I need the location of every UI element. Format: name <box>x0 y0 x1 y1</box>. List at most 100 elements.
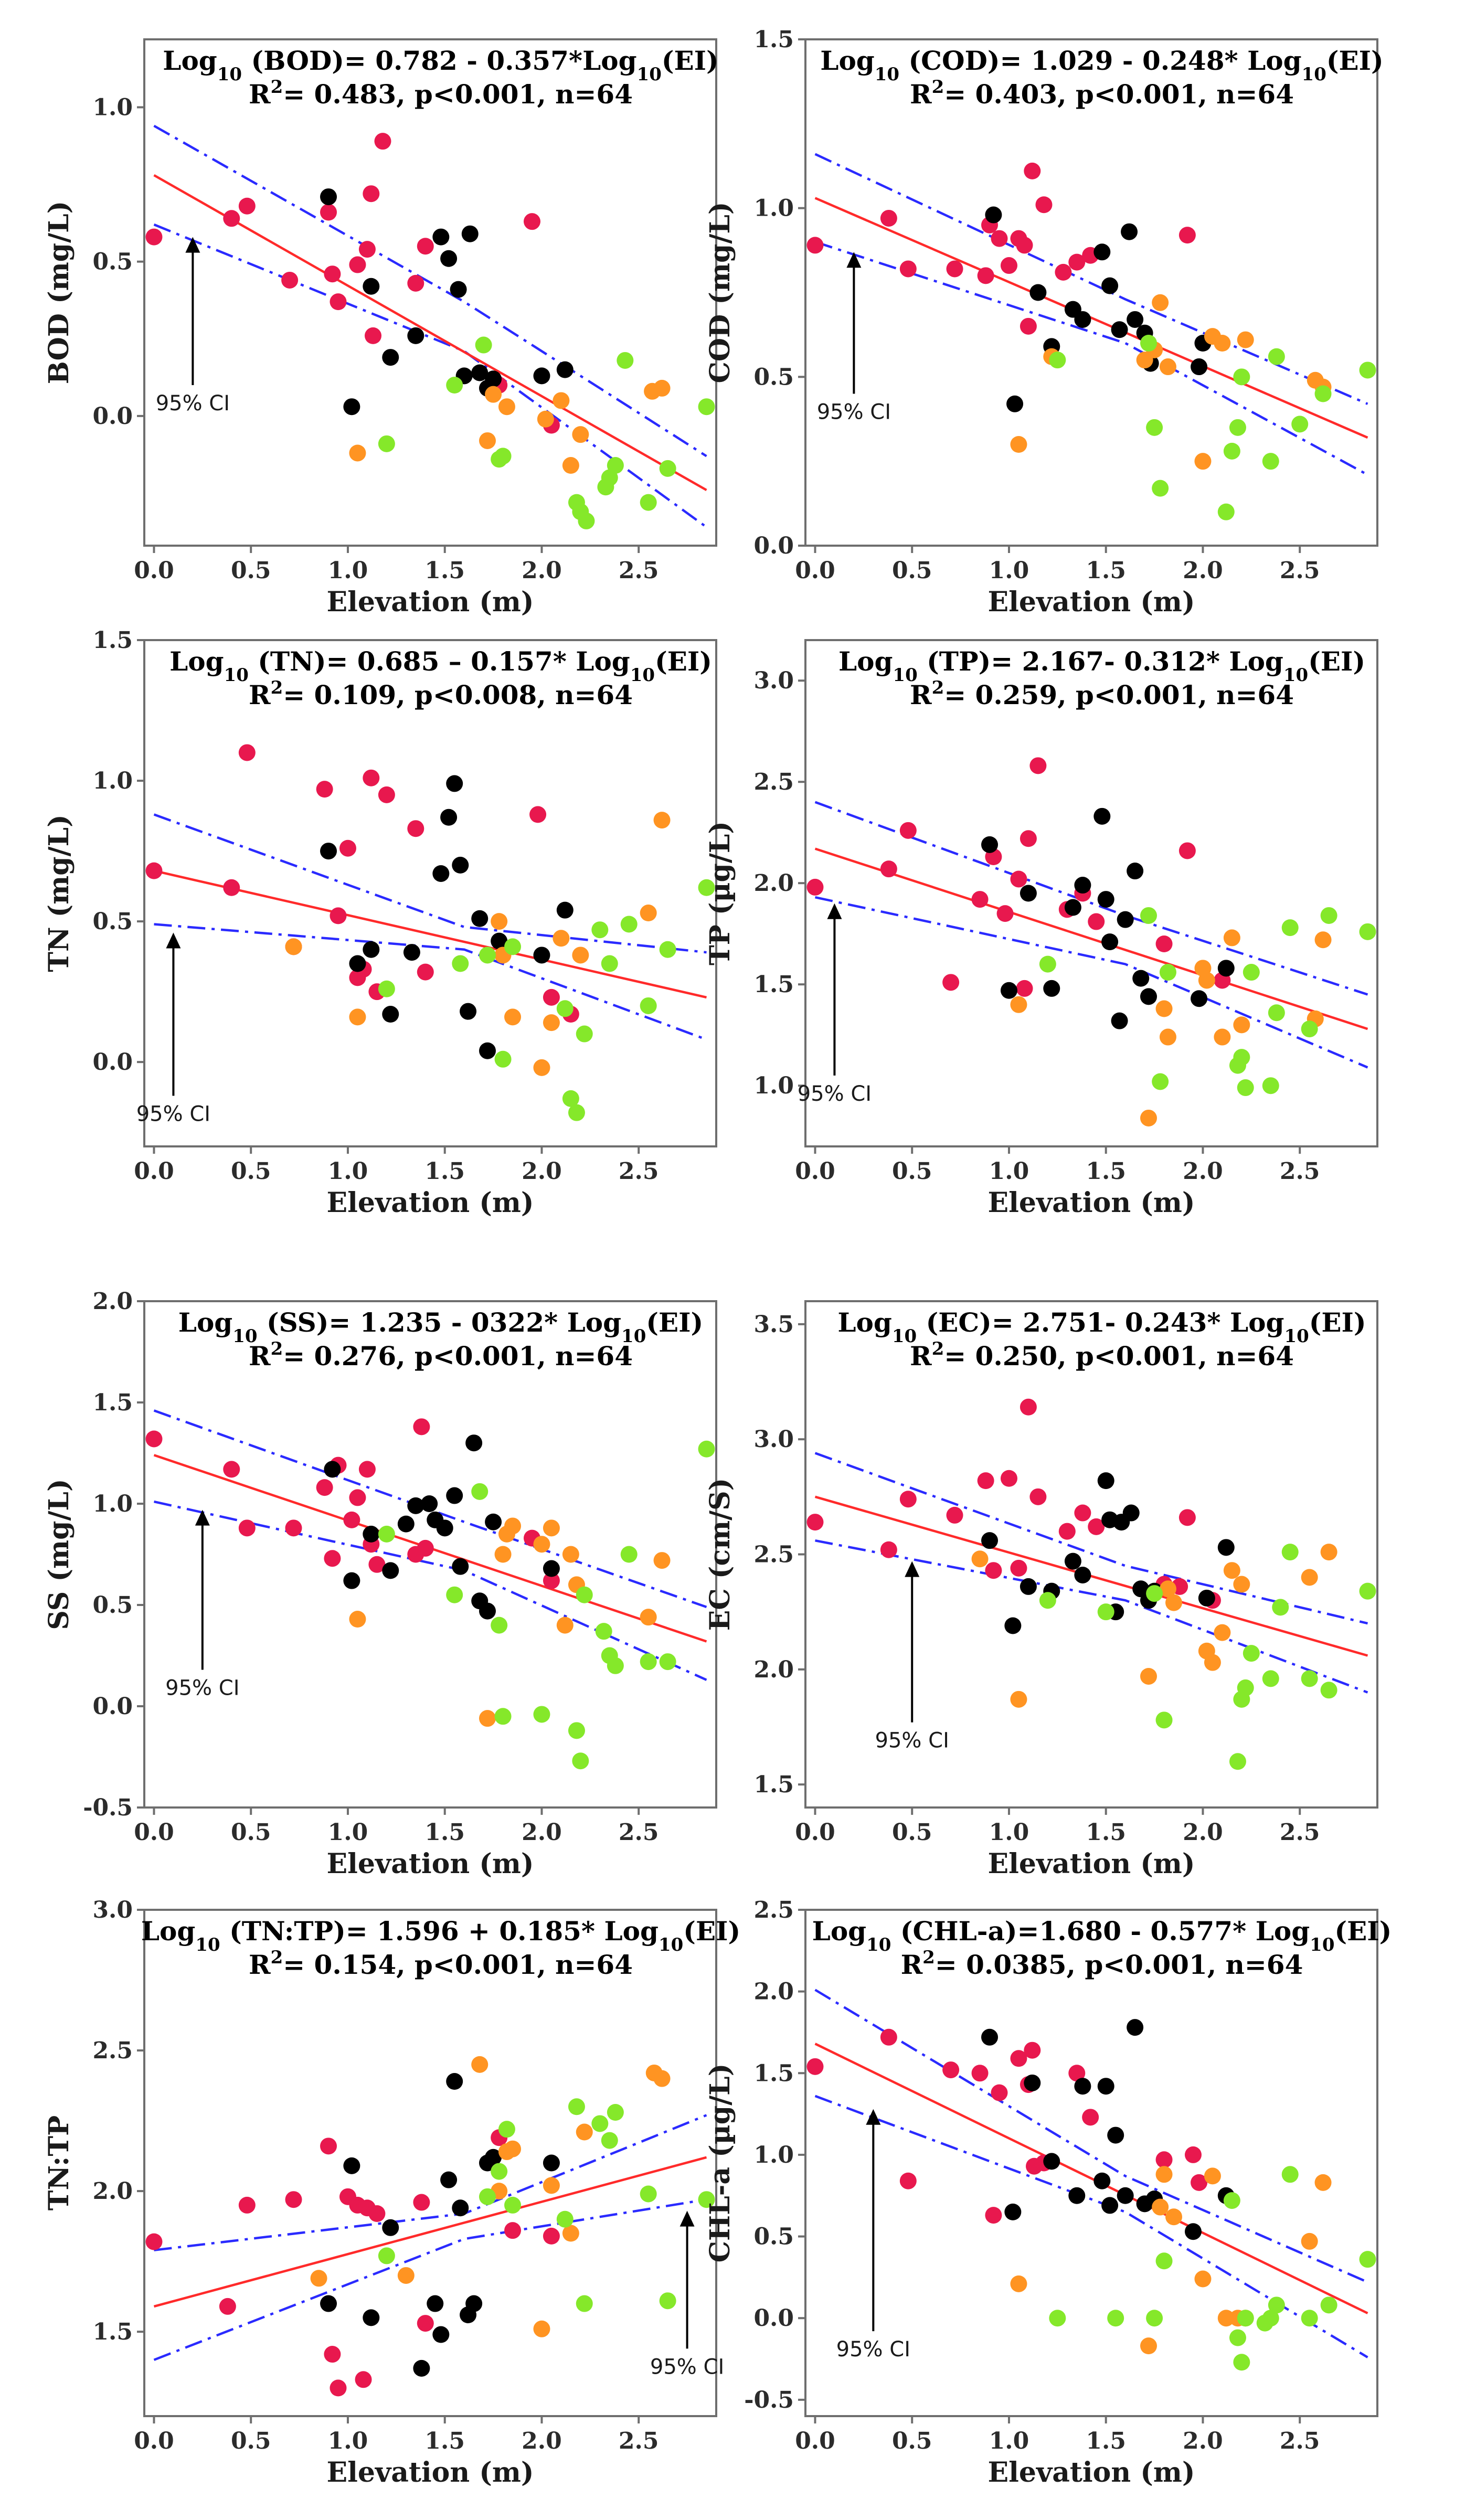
data-point-red <box>330 293 347 311</box>
x-tick-label: 2.5 <box>1280 1158 1320 1185</box>
data-point-black <box>436 1519 453 1537</box>
data-point-red <box>238 2196 256 2214</box>
data-point-black <box>491 932 508 950</box>
data-point-orange <box>537 410 554 428</box>
data-point-green <box>620 1546 638 1563</box>
data-point-red <box>880 860 897 878</box>
ci-label: 95% CI <box>817 400 891 424</box>
ci-upper-band <box>153 124 707 458</box>
data-point-green <box>698 2191 715 2208</box>
data-point-orange <box>1214 1624 1231 1641</box>
data-point-red <box>1184 2146 1202 2163</box>
data-point-green <box>1268 348 1285 365</box>
data-point-green <box>591 921 609 939</box>
data-point-orange <box>1320 1544 1337 1561</box>
y-tick-label: 0.0 <box>92 1693 133 1720</box>
data-point-green <box>595 1623 612 1640</box>
data-point-green <box>1152 480 1169 497</box>
data-point-red <box>971 2065 989 2082</box>
data-point-black <box>452 856 469 874</box>
data-point-red <box>320 204 337 221</box>
data-point-red <box>529 806 547 823</box>
data-point-red <box>1024 2041 1041 2059</box>
data-point-orange <box>556 1617 574 1634</box>
data-point-orange <box>494 1546 512 1563</box>
regression-line <box>814 2043 1368 2314</box>
data-point-orange <box>491 913 508 930</box>
data-point-red <box>1010 2050 1027 2067</box>
data-point-green <box>1155 1711 1173 1729</box>
ci-label: 95% CI <box>156 391 230 416</box>
y-tick-label: 2.0 <box>753 870 794 897</box>
data-point-orange <box>1233 1016 1250 1034</box>
data-point-green <box>1281 919 1299 937</box>
data-point-red <box>368 1556 386 1573</box>
y-tick-label: 2.5 <box>753 1897 794 1923</box>
data-point-black <box>1024 2074 1041 2091</box>
data-point-red <box>407 820 424 837</box>
y-tick-label: 0.5 <box>753 364 794 390</box>
ci-upper-band <box>814 153 1368 405</box>
data-point-green <box>568 2098 585 2115</box>
data-point-orange <box>1010 2275 1027 2292</box>
data-point-green <box>1229 2329 1246 2346</box>
ci-lower-band <box>815 896 1368 1069</box>
data-point-red <box>1010 1559 1027 1577</box>
data-point-red <box>1024 162 1041 179</box>
ci-label: 95% CI <box>650 2355 724 2379</box>
y-tick-label: 0.0 <box>753 2305 794 2332</box>
data-point-red <box>316 781 333 798</box>
data-point-green <box>607 457 624 474</box>
data-point-red <box>543 988 560 1006</box>
data-point-green <box>1237 1679 1254 1696</box>
x-tick-label: 0.0 <box>795 1819 835 1846</box>
plot-frame <box>804 1909 1378 2417</box>
data-point-green <box>640 2185 657 2203</box>
data-point-orange <box>1217 2310 1235 2327</box>
x-tick-label: 2.5 <box>1280 557 1320 584</box>
data-point-orange <box>653 379 671 397</box>
data-point-black <box>407 327 424 344</box>
ci-lower-band <box>154 1500 707 1681</box>
data-point-red <box>1035 196 1053 214</box>
data-point-green <box>1359 361 1376 379</box>
x-tick-label: 0.5 <box>892 1819 932 1846</box>
ci-upper-band <box>153 1409 707 1609</box>
data-point-green <box>659 2292 676 2310</box>
data-point-red <box>1074 1504 1091 1522</box>
data-point-red <box>320 2138 337 2155</box>
data-point-black <box>1064 1553 1081 1570</box>
x-axis-label: Elevation (m) <box>327 1187 534 1219</box>
y-axis-label: TP (µg/L) <box>704 821 736 965</box>
data-point-black <box>343 2157 360 2174</box>
data-point-black <box>427 2295 444 2312</box>
data-point-black <box>446 2073 463 2090</box>
data-point-black <box>446 1487 463 1504</box>
data-point-black <box>320 2295 337 2312</box>
data-point-red <box>330 907 347 924</box>
data-point-red <box>1088 1518 1105 1535</box>
data-point-green <box>1243 1645 1260 1662</box>
data-point-red <box>942 974 960 991</box>
data-point-black <box>1020 1578 1037 1595</box>
data-point-red <box>1088 913 1105 930</box>
data-point-black <box>432 2326 450 2343</box>
data-point-black <box>1107 2126 1124 2144</box>
ci-label: 95% CI <box>798 1082 872 1106</box>
data-point-green <box>1268 2296 1285 2314</box>
data-point-red <box>1082 2109 1099 2126</box>
data-point-red <box>363 769 380 786</box>
data-point-orange <box>310 2270 327 2287</box>
data-point-red <box>378 786 395 803</box>
data-point-green <box>601 2132 618 2149</box>
y-tick-label: 1.0 <box>753 1072 794 1099</box>
data-point-green <box>1097 1603 1114 1621</box>
data-point-red <box>985 2207 1002 2224</box>
data-point-green <box>1155 2252 1173 2270</box>
data-point-red <box>223 1461 240 1478</box>
x-tick-label: 0.0 <box>795 557 835 584</box>
data-point-green <box>1281 1544 1299 1561</box>
y-tick-label: 2.0 <box>753 1979 794 2005</box>
x-tick-label: 0.0 <box>795 1158 835 1185</box>
y-axis-label: SS (mg/L) <box>43 1479 75 1630</box>
